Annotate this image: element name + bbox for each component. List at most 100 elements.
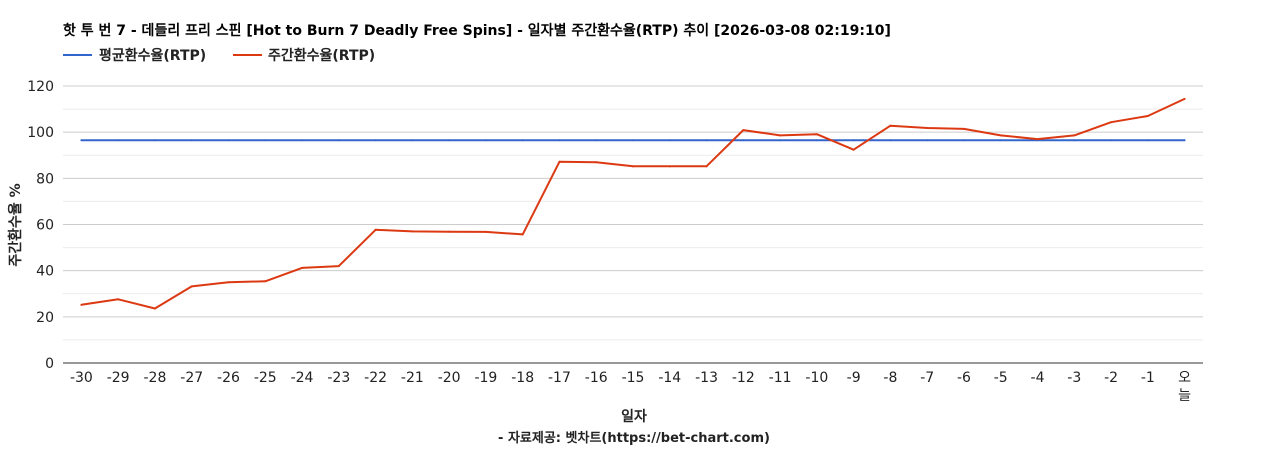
data-point-weekly bbox=[962, 127, 965, 130]
x-tick-label: -29 bbox=[107, 370, 130, 386]
data-point-weekly bbox=[668, 165, 671, 168]
data-point-average bbox=[153, 139, 156, 142]
data-point-average bbox=[117, 139, 120, 142]
data-point-average bbox=[1073, 139, 1076, 142]
data-point-weekly bbox=[521, 233, 524, 236]
data-point-average bbox=[1183, 139, 1186, 142]
x-tick-label: -2 bbox=[1104, 370, 1118, 386]
data-point-average bbox=[705, 139, 708, 142]
data-point-average bbox=[264, 139, 267, 142]
data-point-weekly bbox=[705, 165, 708, 168]
data-point-average bbox=[962, 139, 965, 142]
x-tick-label: -4 bbox=[1031, 370, 1045, 386]
data-point-weekly bbox=[1110, 121, 1113, 124]
chart-title: 핫 투 번 7 - 데들리 프리 스핀 [Hot to Burn 7 Deadl… bbox=[63, 22, 891, 39]
data-point-weekly bbox=[117, 298, 120, 301]
series-line-weekly-rtp bbox=[81, 97, 1186, 310]
data-point-average bbox=[926, 139, 929, 142]
data-point-average bbox=[411, 139, 414, 142]
x-tick-label: -28 bbox=[143, 370, 166, 386]
x-tick-label: -22 bbox=[364, 370, 387, 386]
data-point-average bbox=[337, 139, 340, 142]
series-lines bbox=[80, 97, 1186, 310]
data-point-weekly bbox=[190, 285, 193, 288]
x-tick-label: -21 bbox=[401, 370, 424, 386]
x-tick-label: -10 bbox=[805, 370, 828, 386]
y-tick-label: 60 bbox=[36, 218, 54, 234]
x-tick-label: -13 bbox=[695, 370, 718, 386]
data-point-weekly bbox=[80, 303, 83, 306]
data-point-weekly bbox=[815, 133, 818, 136]
data-point-average bbox=[521, 139, 524, 142]
x-tick-label: -3 bbox=[1067, 370, 1081, 386]
data-point-weekly bbox=[227, 281, 230, 284]
data-point-weekly bbox=[595, 161, 598, 164]
x-tick-label: -30 bbox=[70, 370, 93, 386]
legend-label-weekly: 주간환수율(RTP) bbox=[268, 47, 375, 64]
x-axis-ticks: -30 -29 -28 -27 -26 -25 -24 -23 -22 -21 -20 -19 -18-… bbox=[70, 370, 1191, 404]
data-point-average bbox=[558, 139, 561, 142]
x-tick-label: -5 bbox=[994, 370, 1008, 386]
data-point-average bbox=[889, 139, 892, 142]
x-tick-label: -27 bbox=[180, 370, 203, 386]
data-point-weekly bbox=[852, 148, 855, 151]
x-tick-label: -6 bbox=[957, 370, 971, 386]
data-point-average bbox=[301, 139, 304, 142]
source-credit: - 자료제공: 벳차트(https://bet-chart.com) bbox=[498, 430, 770, 446]
x-tick-label: -17 bbox=[548, 370, 571, 386]
data-point-average bbox=[852, 139, 855, 142]
data-point-average bbox=[595, 139, 598, 142]
data-point-weekly bbox=[264, 280, 267, 283]
data-point-average bbox=[668, 139, 671, 142]
x-tick-label: -24 bbox=[291, 370, 314, 386]
data-point-weekly bbox=[374, 228, 377, 231]
data-point-weekly bbox=[484, 230, 487, 233]
data-point-weekly bbox=[301, 266, 304, 269]
data-point-weekly bbox=[448, 230, 451, 233]
data-point-average bbox=[484, 139, 487, 142]
y-tick-label: 80 bbox=[36, 171, 54, 187]
y-tick-label: 0 bbox=[45, 356, 54, 372]
data-point-average bbox=[448, 139, 451, 142]
x-tick-label: -26 bbox=[217, 370, 240, 386]
x-tick-label: -18 bbox=[511, 370, 534, 386]
x-tick-label: -7 bbox=[920, 370, 934, 386]
data-point-weekly bbox=[411, 230, 414, 233]
x-tick-label: -12 bbox=[732, 370, 755, 386]
data-point-weekly bbox=[1073, 134, 1076, 137]
x-tick-label: -11 bbox=[769, 370, 792, 386]
legend: 평균환수율(RTP) 주간환수율(RTP) bbox=[63, 47, 375, 64]
gridlines bbox=[63, 85, 1203, 341]
data-point-average bbox=[742, 139, 745, 142]
x-tick-label: -14 bbox=[658, 370, 681, 386]
x-tick-label: -23 bbox=[327, 370, 350, 386]
data-point-average bbox=[815, 139, 818, 142]
x-tick-label: -25 bbox=[254, 370, 277, 386]
data-point-average bbox=[779, 139, 782, 142]
data-point-weekly bbox=[153, 307, 156, 310]
y-tick-label: 20 bbox=[36, 310, 54, 326]
data-point-weekly bbox=[889, 124, 892, 127]
data-point-average bbox=[190, 139, 193, 142]
legend-label-average: 평균환수율(RTP) bbox=[99, 47, 206, 64]
y-tick-label: 120 bbox=[27, 79, 54, 95]
data-point-weekly bbox=[999, 134, 1002, 137]
y-tick-label: 40 bbox=[36, 264, 54, 280]
x-tick-label: -19 bbox=[474, 370, 497, 386]
y-axis-ticks: 0 20 40 60 80 100 120 bbox=[27, 79, 54, 372]
data-point-weekly bbox=[1183, 97, 1186, 100]
data-point-average bbox=[632, 139, 634, 142]
data-point-weekly bbox=[1036, 138, 1039, 141]
y-tick-label: 100 bbox=[27, 125, 54, 141]
data-point-weekly bbox=[742, 129, 745, 132]
x-tick-label: -15 bbox=[622, 370, 645, 386]
data-point-weekly bbox=[926, 127, 929, 130]
y-axis-label: 주간환수율 % bbox=[7, 183, 24, 266]
data-point-average bbox=[999, 139, 1002, 142]
data-point-average bbox=[227, 139, 230, 142]
data-point-weekly bbox=[1146, 115, 1149, 118]
x-tick-label: -20 bbox=[438, 370, 461, 386]
